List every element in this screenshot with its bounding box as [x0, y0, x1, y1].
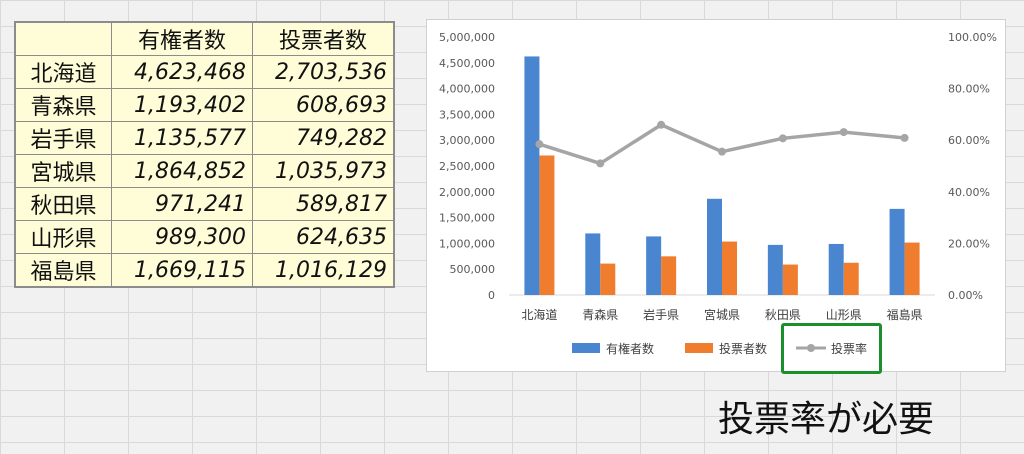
y-right-tick-label: 40.00%	[948, 186, 990, 199]
y-left-tick-label: 5,000,000	[439, 31, 495, 44]
y-left-tick-label: 4,500,000	[439, 57, 495, 70]
y-left-tick-label: 3,000,000	[439, 134, 495, 147]
table-row: 岩手県 1,135,577 749,282	[14, 121, 395, 155]
row-name-cell[interactable]: 宮城県	[14, 154, 112, 188]
row-name-cell[interactable]: 山形県	[14, 220, 112, 254]
legend-swatch-votes	[685, 343, 713, 353]
votes-cell[interactable]: 749,282	[252, 121, 395, 155]
bar-voters	[707, 198, 722, 295]
line-point	[900, 133, 909, 142]
y-left-tick-label: 1,500,000	[439, 212, 495, 225]
bar-voters	[828, 243, 844, 295]
x-category-label: 秋田県	[765, 308, 801, 322]
x-category-label: 宮城県	[704, 307, 740, 322]
votes-cell[interactable]: 589,817	[252, 187, 395, 221]
row-name-cell[interactable]: 福島県	[14, 253, 112, 288]
votes-cell[interactable]: 624,635	[252, 220, 395, 254]
y-right-tick-label: 60.00%	[948, 134, 990, 147]
bar-voters	[646, 236, 662, 295]
combo-chart: 0 500,000 1,000,000 1,500,000 2,000,000 2,500…	[439, 31, 997, 356]
bar-votes	[843, 262, 859, 295]
legend-swatch-turnout-marker	[807, 344, 815, 352]
votes-cell[interactable]: 1,035,973	[252, 154, 395, 188]
table-row: 青森県 1,193,402 608,693	[14, 88, 395, 122]
header-votes[interactable]: 投票者数	[252, 21, 395, 56]
bar-votes	[539, 155, 555, 295]
line-point	[535, 140, 544, 149]
data-table: 有権者数 投票者数 北海道 4,623,468 2,703,536 青森県 1,…	[14, 21, 395, 288]
line-point	[839, 128, 848, 137]
y-right-tick-label: 0.00%	[948, 289, 983, 302]
bar-votes	[904, 242, 920, 295]
legend-swatch-voters	[572, 343, 600, 353]
y-right-tick-label: 100.00%	[948, 31, 997, 44]
header-corner-cell[interactable]	[14, 21, 112, 56]
x-category-label: 北海道	[521, 307, 557, 322]
voters-cell[interactable]: 4,623,468	[111, 55, 253, 89]
legend-label-voters: 有権者数	[606, 341, 654, 356]
bar-votes	[782, 264, 798, 295]
y-left-tick-label: 500,000	[450, 263, 496, 276]
y-left-tick-label: 0	[488, 289, 495, 302]
line-point	[718, 147, 726, 156]
votes-cell[interactable]: 608,693	[252, 88, 395, 122]
table-row: 秋田県 971,241 589,817	[14, 187, 395, 221]
header-voters[interactable]: 有権者数	[111, 21, 253, 56]
row-name-cell[interactable]: 北海道	[14, 55, 112, 89]
legend-label-turnout: 投票率	[831, 341, 867, 356]
votes-cell[interactable]: 2,703,536	[252, 55, 395, 89]
y-left-tick-label: 1,000,000	[439, 237, 495, 250]
chart-area[interactable]: 0 500,000 1,000,000 1,500,000 2,000,000 2,500…	[426, 19, 1006, 372]
bar-voters	[767, 244, 783, 295]
row-name-cell[interactable]: 青森県	[14, 88, 112, 122]
x-category-label: 岩手県	[643, 307, 679, 322]
table-row: 北海道 4,623,468 2,703,536	[14, 55, 395, 89]
y-left-tick-label: 2,000,000	[439, 186, 495, 199]
table-row: 山形県 989,300 624,635	[14, 220, 395, 254]
x-category-label: 青森県	[582, 307, 618, 322]
bar-voters	[585, 233, 601, 295]
table-row: 宮城県 1,864,852 1,035,973	[14, 154, 395, 188]
x-category-label: 福島県	[887, 307, 923, 322]
row-name-cell[interactable]: 岩手県	[14, 121, 112, 155]
voters-cell[interactable]: 989,300	[111, 220, 253, 254]
line-turnout	[538, 123, 905, 166]
voters-cell[interactable]: 1,669,115	[111, 253, 253, 288]
table-row: 福島県 1,669,115 1,016,129	[14, 253, 395, 288]
row-name-cell[interactable]: 秋田県	[14, 187, 112, 221]
x-category-label: 山形県	[826, 308, 862, 322]
y-left-tick-label: 3,500,000	[439, 108, 495, 121]
y-left-tick-label: 4,000,000	[439, 83, 495, 96]
bar-voters	[524, 56, 540, 296]
voters-cell[interactable]: 971,241	[111, 187, 253, 221]
bar-votes	[600, 263, 616, 295]
legend-highlight-box	[781, 323, 882, 374]
voters-cell[interactable]: 1,193,402	[111, 88, 253, 122]
y-right-tick-label: 80.00%	[948, 83, 990, 96]
y-right-tick-label: 20.00%	[948, 237, 990, 250]
line-point	[596, 159, 605, 168]
voters-cell[interactable]: 1,135,577	[111, 121, 253, 155]
legend-label-votes: 投票者数	[719, 341, 767, 356]
bar-votes	[661, 256, 677, 295]
annotation-text: 投票率が必要	[718, 399, 935, 440]
line-point	[657, 120, 666, 129]
bar-votes	[722, 241, 737, 295]
votes-cell[interactable]: 1,016,129	[252, 253, 395, 288]
bar-voters	[889, 208, 905, 295]
y-left-tick-label: 2,500,000	[439, 160, 495, 173]
line-point	[778, 134, 787, 143]
voters-cell[interactable]: 1,864,852	[111, 154, 253, 188]
table-header-row: 有権者数 投票者数	[14, 21, 395, 56]
